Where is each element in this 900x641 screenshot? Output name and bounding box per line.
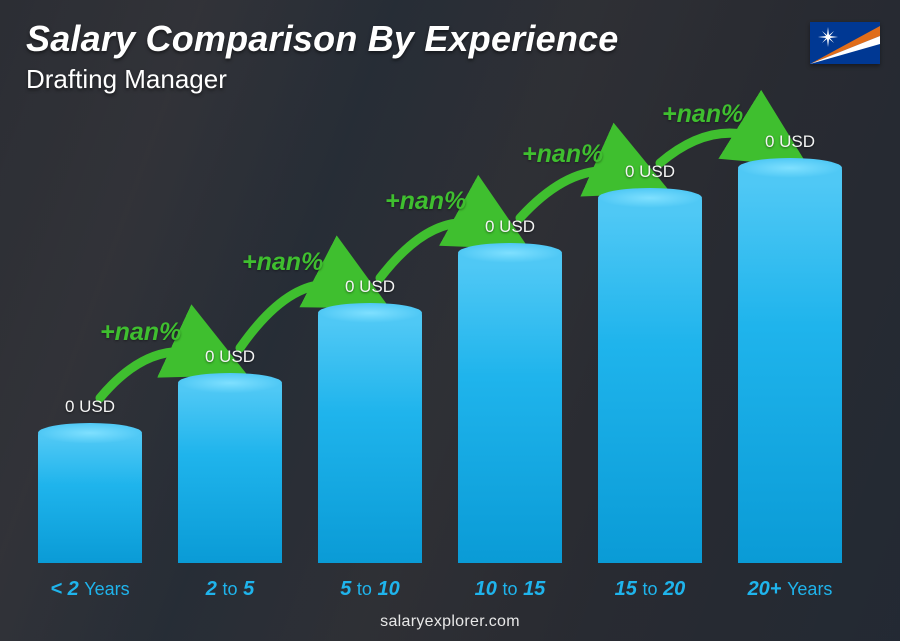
bar-value-label: 0 USD [205,347,255,367]
x-axis-label: < 2 Years [30,578,150,601]
infographic-stage: Salary Comparison By Experience Drafting… [0,0,900,641]
chart-area: 0 USD 0 USD 0 USD 0 USD 0 USD 0 USD [30,140,850,563]
x-axis-label: 10 to 15 [450,578,570,601]
x-axis-labels: < 2 Years 2 to 5 5 to 10 10 to 15 15 to 20 20… [30,578,850,601]
pct-increase-label: +nan% [662,100,743,129]
bar-top [458,243,561,263]
bar-front [738,168,841,563]
bar-top [598,188,701,208]
bar-value-label: 0 USD [345,277,395,297]
bar-slot: 0 USD [30,140,150,563]
bar: 0 USD [738,168,841,563]
x-axis-label: 5 to 10 [310,578,430,601]
bar-slot: 0 USD [450,140,570,563]
bar-slot: 0 USD [730,140,850,563]
bar-value-label: 0 USD [485,217,535,237]
bar-top [38,423,141,443]
x-axis-label: 2 to 5 [170,578,290,601]
x-axis-label: 20+ Years [730,578,850,601]
bar-value-label: 0 USD [765,132,815,152]
bar: 0 USD [458,253,561,563]
bar-front [178,383,281,563]
bar: 0 USD [38,433,141,563]
bar: 0 USD [178,383,281,563]
bar-front [318,313,421,563]
bar-top [318,303,421,323]
bar: 0 USD [318,313,421,563]
bar-top [178,373,281,393]
bar-slot: 0 USD [590,140,710,563]
bar-value-label: 0 USD [65,397,115,417]
footer-attribution: salaryexplorer.com [0,613,900,631]
bar-front [38,433,141,563]
x-axis-label: 15 to 20 [590,578,710,601]
bar-front [598,198,701,563]
bar-front [458,253,561,563]
bar-slot: 0 USD [170,140,290,563]
bar: 0 USD [598,198,701,563]
bar-top [738,158,841,178]
bar-value-label: 0 USD [625,162,675,182]
bar-slot: 0 USD [310,140,430,563]
